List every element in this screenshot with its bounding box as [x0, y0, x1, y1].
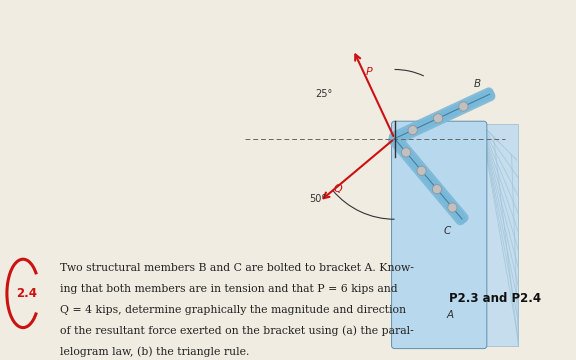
Circle shape — [448, 203, 457, 212]
Circle shape — [408, 126, 417, 135]
Text: Q = 4 kips, determine graphically the magnitude and direction: Q = 4 kips, determine graphically the ma… — [60, 305, 407, 315]
Text: A: A — [446, 310, 453, 320]
Text: C: C — [444, 226, 450, 236]
Text: Q: Q — [333, 184, 342, 194]
Text: 2.4: 2.4 — [17, 287, 37, 300]
Bar — [481, 124, 518, 346]
Text: ing that both members are in tension and that P = 6 kips and: ing that both members are in tension and… — [60, 284, 398, 294]
Text: lelogram law, (b) the triangle rule.: lelogram law, (b) the triangle rule. — [60, 346, 250, 357]
Text: 50°: 50° — [309, 194, 326, 204]
Text: B: B — [474, 79, 482, 89]
Circle shape — [417, 166, 426, 175]
Circle shape — [433, 185, 442, 194]
Text: P: P — [365, 67, 372, 77]
Text: of the resultant force exerted on the bracket using (a) the paral-: of the resultant force exerted on the br… — [60, 325, 414, 336]
Text: Two structural members B and C are bolted to bracket A. Know-: Two structural members B and C are bolte… — [60, 263, 414, 273]
Circle shape — [401, 148, 411, 157]
Text: 25°: 25° — [315, 89, 332, 99]
Text: P2.3 and P2.4: P2.3 and P2.4 — [449, 292, 541, 305]
Circle shape — [434, 114, 443, 123]
Circle shape — [459, 102, 468, 111]
FancyBboxPatch shape — [392, 121, 487, 348]
